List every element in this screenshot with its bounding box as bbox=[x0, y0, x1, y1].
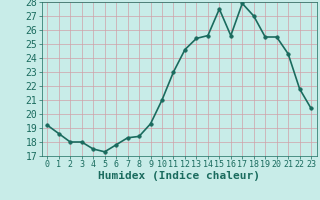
X-axis label: Humidex (Indice chaleur): Humidex (Indice chaleur) bbox=[98, 171, 260, 181]
